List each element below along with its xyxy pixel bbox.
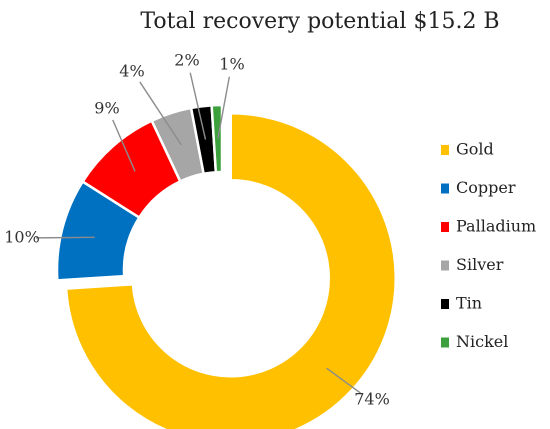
legend-swatch-nickel (441, 337, 449, 348)
data-label-gold: 74% (354, 390, 390, 409)
legend-swatch-tin (441, 299, 449, 309)
data-label-copper: 10% (4, 228, 40, 247)
slice-nickel (210, 103, 224, 174)
legend-swatch-silver (441, 260, 449, 271)
data-label-tin: 2% (174, 51, 199, 70)
leader-copper (35, 236, 95, 239)
legend-label-nickel: Nickel (456, 332, 508, 351)
legend-swatch-gold (441, 145, 449, 155)
legend-label-copper: Copper (456, 178, 516, 197)
legend-swatch-copper (441, 183, 449, 194)
leader-nickel (217, 76, 231, 139)
data-label-silver: 4% (119, 62, 144, 81)
data-label-nickel: 1% (219, 55, 244, 74)
leader-lines (35, 72, 361, 394)
leader-silver (139, 81, 182, 146)
legend-swatch-palladium (441, 222, 449, 232)
leader-tin (189, 72, 207, 140)
legend: Gold Copper Palladium Silver Tin Nickel (441, 140, 536, 351)
legend-label-palladium: Palladium (456, 217, 536, 236)
data-label-palladium: 9% (94, 99, 119, 118)
slice-gold (64, 111, 397, 429)
legend-label-tin: Tin (456, 294, 482, 313)
donut-slices (55, 103, 397, 429)
legend-label-gold: Gold (456, 140, 494, 159)
chart-title: Total recovery potential $15.2 B (140, 9, 499, 34)
leader-palladium (112, 119, 136, 172)
data-labels: 74% 10% 9%4% 2% 1% (4, 51, 390, 409)
legend-label-silver: Silver (456, 255, 504, 274)
leader-gold (326, 367, 361, 394)
